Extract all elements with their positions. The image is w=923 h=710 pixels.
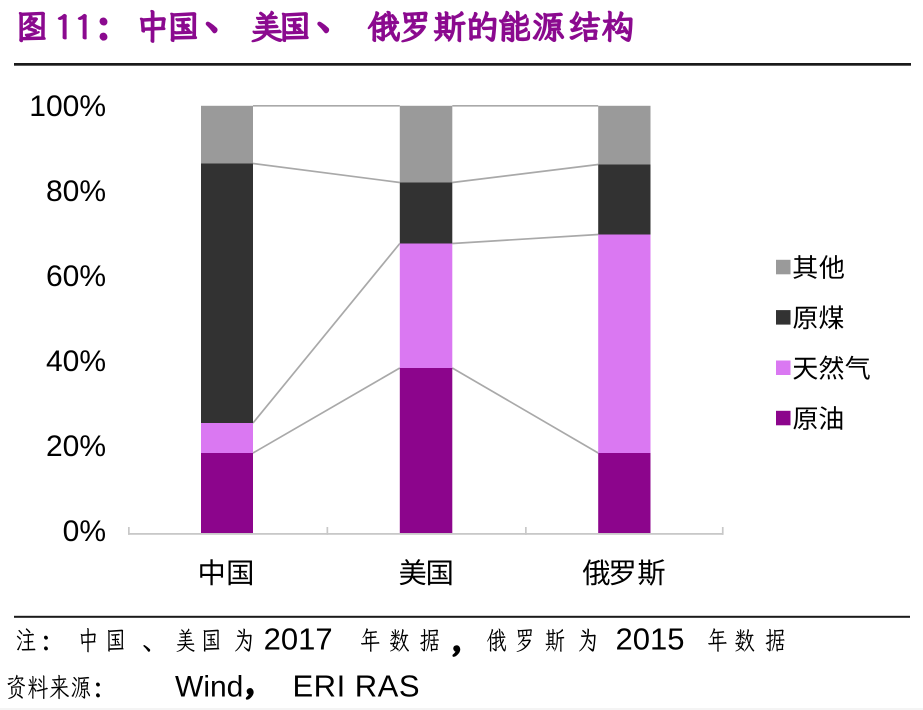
svg-text:2015: 2015: [616, 621, 685, 656]
svg-text:40%: 40%: [46, 345, 106, 378]
svg-text:ERI RAS: ERI RAS: [293, 668, 421, 703]
svg-text:0%: 0%: [63, 515, 106, 548]
svg-text:60%: 60%: [46, 260, 106, 293]
svg-text:20%: 20%: [46, 430, 106, 463]
svg-text:Wind: Wind: [175, 670, 243, 703]
svg-text:100%: 100%: [29, 90, 106, 123]
svg-text:80%: 80%: [46, 175, 106, 208]
svg-text:2017: 2017: [264, 621, 333, 656]
